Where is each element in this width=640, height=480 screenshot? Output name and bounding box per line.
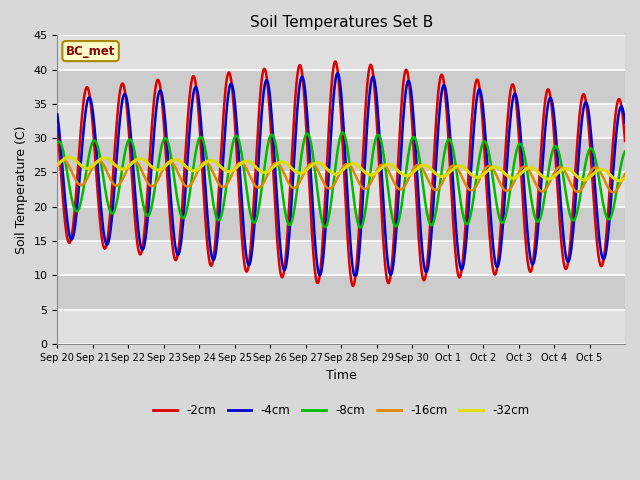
Bar bbox=[58, 207, 625, 241]
Y-axis label: Soil Temperature (C): Soil Temperature (C) bbox=[15, 125, 28, 254]
Text: BC_met: BC_met bbox=[66, 45, 115, 58]
Bar bbox=[58, 138, 625, 172]
Bar bbox=[58, 172, 625, 207]
Title: Soil Temperatures Set B: Soil Temperatures Set B bbox=[250, 15, 433, 30]
Bar bbox=[58, 70, 625, 104]
X-axis label: Time: Time bbox=[326, 369, 356, 382]
Bar bbox=[58, 36, 625, 70]
Bar bbox=[58, 310, 625, 344]
Bar bbox=[58, 104, 625, 138]
Bar bbox=[58, 241, 625, 276]
Legend: -2cm, -4cm, -8cm, -16cm, -32cm: -2cm, -4cm, -8cm, -16cm, -32cm bbox=[148, 399, 534, 421]
Bar bbox=[58, 276, 625, 310]
